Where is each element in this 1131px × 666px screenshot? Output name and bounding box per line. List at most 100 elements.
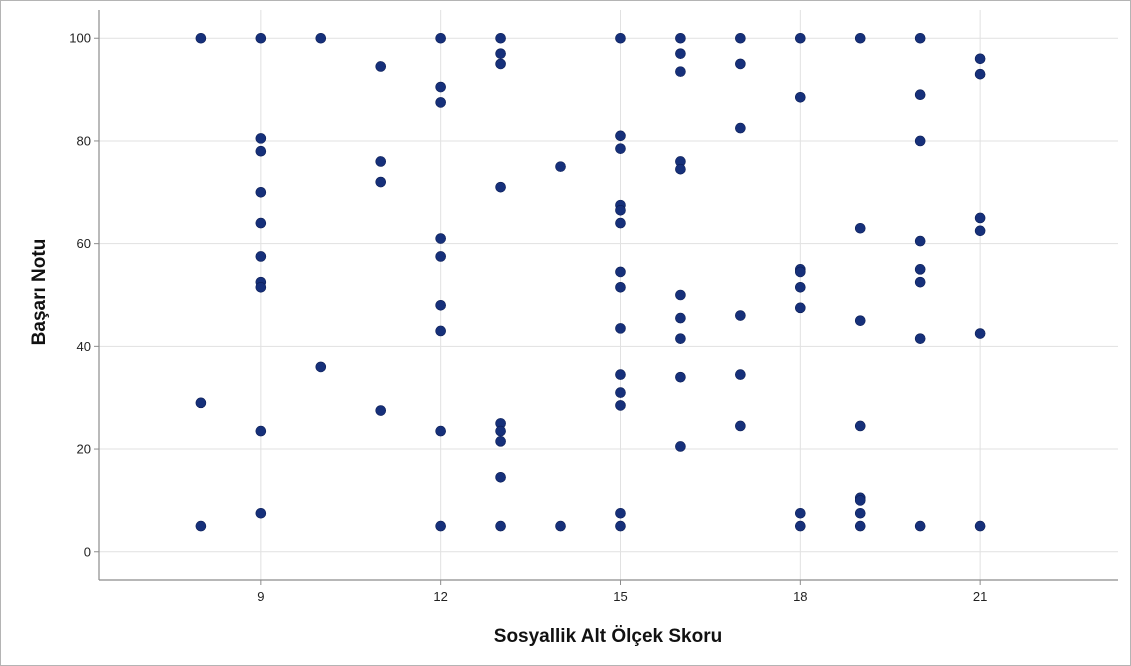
data-point bbox=[735, 122, 746, 134]
data-point bbox=[255, 145, 267, 157]
data-point bbox=[914, 264, 926, 275]
data-point bbox=[854, 507, 866, 519]
data-point bbox=[255, 186, 267, 198]
data-point bbox=[195, 397, 207, 409]
data-point bbox=[854, 495, 866, 506]
data-points bbox=[195, 32, 986, 532]
data-point bbox=[495, 32, 506, 44]
data-point bbox=[195, 520, 207, 532]
x-tick-label: 9 bbox=[257, 589, 264, 604]
data-point bbox=[195, 32, 207, 44]
data-point bbox=[914, 235, 926, 247]
data-point bbox=[255, 217, 267, 229]
y-tick-label: 60 bbox=[77, 236, 91, 251]
data-point bbox=[615, 387, 626, 398]
data-point bbox=[615, 32, 626, 44]
data-point bbox=[255, 251, 267, 262]
y-tick-label: 80 bbox=[77, 133, 91, 148]
data-point bbox=[854, 315, 866, 326]
data-point bbox=[675, 32, 686, 44]
data-point bbox=[795, 91, 806, 103]
data-point bbox=[974, 53, 986, 65]
data-point bbox=[255, 133, 267, 144]
data-point bbox=[795, 507, 806, 519]
data-point bbox=[615, 130, 626, 142]
data-point bbox=[854, 420, 866, 432]
data-point bbox=[914, 333, 926, 344]
data-point bbox=[495, 48, 506, 59]
data-point bbox=[914, 520, 926, 532]
data-point bbox=[675, 289, 686, 301]
data-point bbox=[315, 32, 327, 44]
data-point bbox=[615, 323, 626, 334]
data-point bbox=[495, 520, 506, 532]
data-point bbox=[255, 425, 267, 437]
data-point bbox=[615, 520, 626, 532]
data-point bbox=[675, 371, 686, 383]
data-point bbox=[974, 328, 986, 339]
data-point bbox=[615, 281, 626, 293]
data-point bbox=[615, 143, 626, 154]
data-point bbox=[615, 400, 626, 411]
data-point bbox=[375, 405, 387, 416]
data-point bbox=[255, 281, 267, 293]
x-axis-title: Sosyallik Alt Ölçek Skoru bbox=[494, 626, 722, 647]
data-point bbox=[435, 299, 446, 311]
data-point bbox=[795, 302, 806, 314]
data-point bbox=[615, 266, 626, 278]
data-point bbox=[255, 507, 267, 519]
data-point bbox=[974, 225, 986, 237]
data-point bbox=[795, 266, 806, 278]
data-point bbox=[615, 217, 626, 229]
y-tick-label: 0 bbox=[84, 544, 91, 559]
data-point bbox=[615, 507, 626, 519]
data-point bbox=[435, 520, 446, 532]
grid-lines bbox=[99, 10, 1118, 580]
data-point bbox=[854, 520, 866, 532]
data-point bbox=[435, 325, 446, 337]
y-tick-label: 100 bbox=[69, 31, 91, 46]
data-point bbox=[675, 66, 686, 77]
x-tick-label: 12 bbox=[433, 589, 447, 604]
data-point bbox=[675, 163, 686, 175]
data-point bbox=[435, 251, 446, 262]
data-point bbox=[735, 420, 746, 432]
tick-labels: 0 20 40 60 80 100 9 12 15 18 21 bbox=[69, 31, 987, 604]
data-point bbox=[735, 310, 746, 321]
data-point bbox=[914, 276, 926, 288]
data-point bbox=[375, 61, 387, 72]
data-point bbox=[675, 48, 686, 59]
data-point bbox=[795, 520, 806, 532]
data-point bbox=[435, 425, 446, 437]
y-tick-label: 40 bbox=[77, 339, 91, 354]
data-point bbox=[735, 58, 746, 70]
y-axis-title: Başarı Notu bbox=[29, 239, 50, 346]
data-point bbox=[615, 204, 626, 216]
data-point bbox=[675, 333, 686, 344]
x-tick-label: 21 bbox=[973, 589, 987, 604]
data-point bbox=[795, 281, 806, 293]
data-point bbox=[435, 32, 446, 44]
data-point bbox=[675, 441, 686, 452]
data-point bbox=[854, 222, 866, 234]
x-tick-label: 15 bbox=[613, 589, 627, 604]
data-point bbox=[495, 436, 506, 447]
data-point bbox=[735, 32, 746, 44]
data-point bbox=[974, 212, 986, 224]
data-point bbox=[495, 425, 506, 437]
data-point bbox=[854, 32, 866, 44]
y-tick-label: 20 bbox=[77, 442, 91, 457]
data-point bbox=[914, 32, 926, 44]
x-tick-label: 18 bbox=[793, 589, 807, 604]
data-point bbox=[795, 32, 806, 44]
data-point bbox=[974, 68, 986, 80]
data-point bbox=[375, 176, 387, 188]
data-point bbox=[735, 369, 746, 380]
data-point bbox=[435, 81, 446, 93]
data-point bbox=[555, 520, 566, 532]
data-point bbox=[675, 312, 686, 324]
data-point bbox=[555, 161, 566, 172]
data-point bbox=[255, 32, 267, 44]
